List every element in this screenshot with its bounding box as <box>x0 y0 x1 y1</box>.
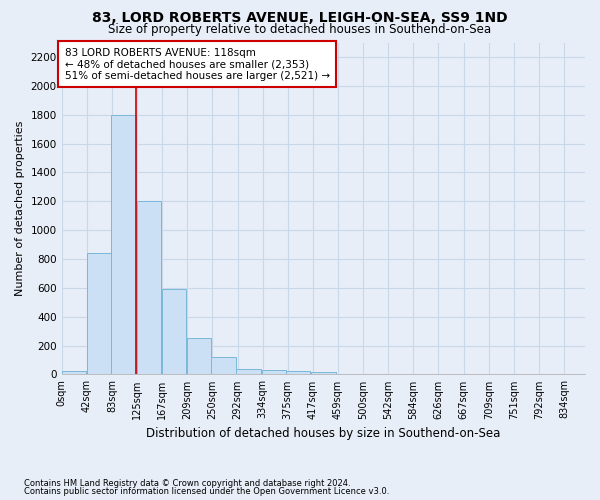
Bar <box>62 371 86 374</box>
Text: Size of property relative to detached houses in Southend-on-Sea: Size of property relative to detached ho… <box>109 22 491 36</box>
Text: Contains public sector information licensed under the Open Government Licence v3: Contains public sector information licen… <box>24 487 389 496</box>
Text: Contains HM Land Registry data © Crown copyright and database right 2024.: Contains HM Land Registry data © Crown c… <box>24 478 350 488</box>
Text: 83, LORD ROBERTS AVENUE, LEIGH-ON-SEA, SS9 1ND: 83, LORD ROBERTS AVENUE, LEIGH-ON-SEA, S… <box>92 11 508 25</box>
Bar <box>137 201 161 374</box>
Bar <box>262 370 286 374</box>
Text: 83 LORD ROBERTS AVENUE: 118sqm
← 48% of detached houses are smaller (2,353)
51% : 83 LORD ROBERTS AVENUE: 118sqm ← 48% of … <box>65 48 330 80</box>
Bar <box>286 371 310 374</box>
X-axis label: Distribution of detached houses by size in Southend-on-Sea: Distribution of detached houses by size … <box>146 427 500 440</box>
Bar <box>112 114 136 374</box>
Bar <box>87 253 111 374</box>
Bar <box>311 372 335 374</box>
Bar <box>211 357 236 374</box>
Bar <box>161 290 186 374</box>
Y-axis label: Number of detached properties: Number of detached properties <box>15 121 25 296</box>
Bar <box>187 338 211 374</box>
Bar <box>236 368 261 374</box>
